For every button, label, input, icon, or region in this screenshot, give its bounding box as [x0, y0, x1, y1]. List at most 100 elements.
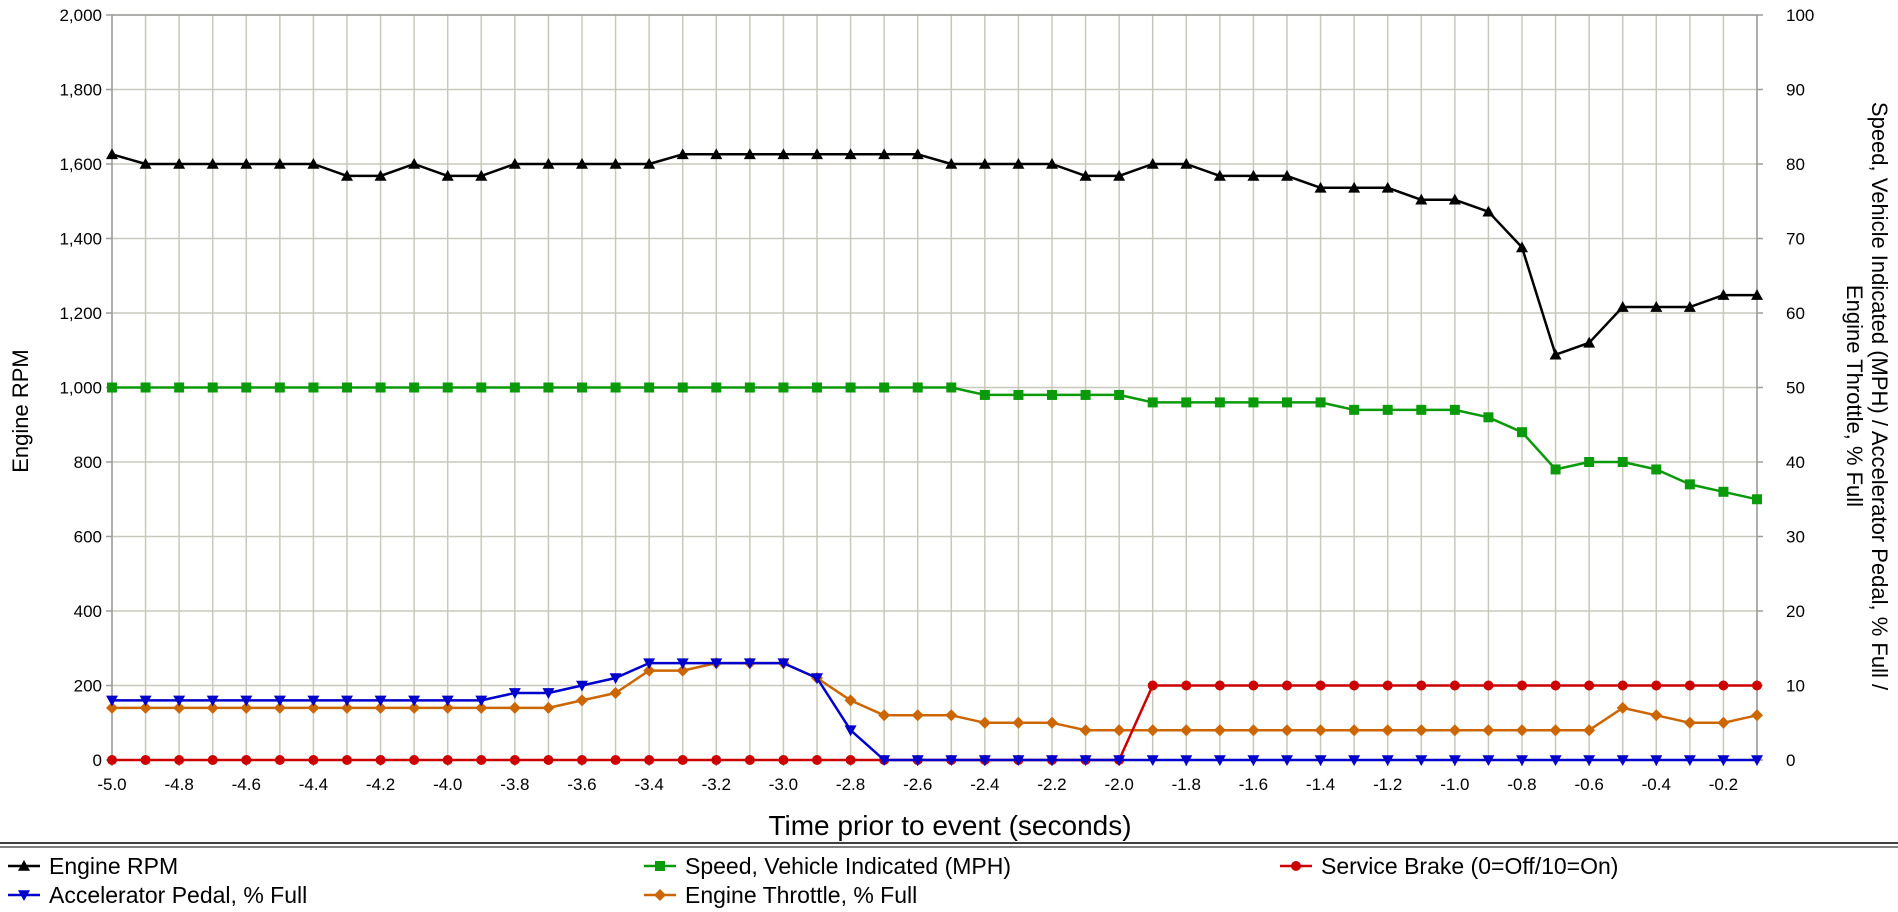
y-right-tick-label: 90 [1786, 81, 1805, 100]
data-point-service-brake-0-off-10-on [1349, 680, 1360, 691]
data-point-service-brake-0-off-10-on [1752, 680, 1762, 691]
data-point-engine-throttle-full [1247, 724, 1260, 737]
series-line-speed-vehicle-indicated-mph [112, 386, 1758, 501]
data-point-service-brake-0-off-10-on [140, 755, 151, 765]
x-tick-label: -4.8 [164, 775, 193, 794]
x-tick-label: -4.4 [299, 775, 328, 794]
left-y-axis: 0 200 400 600 800 1,000 1,200 1,400 1,600 1,800 2,… [59, 6, 112, 770]
y-left-tick-label: 1,800 [59, 81, 102, 100]
data-point-accelerator-pedal-full [710, 658, 723, 670]
x-tick-label: -3.4 [634, 775, 663, 794]
data-point-speed-vehicle-indicated-mph [509, 382, 520, 393]
data-point-accelerator-pedal-full [206, 695, 219, 707]
data-point-engine-throttle-full [273, 701, 286, 714]
data-point-speed-vehicle-indicated-mph [1718, 486, 1729, 497]
data-point-accelerator-pedal-full [508, 688, 521, 699]
data-point-service-brake-0-off-10-on [207, 755, 218, 765]
data-point-engine-rpm [542, 158, 555, 169]
data-point-accelerator-pedal-full [1113, 755, 1126, 766]
data-point-speed-vehicle-indicated-mph [1181, 397, 1192, 408]
data-point-speed-vehicle-indicated-mph [174, 382, 185, 393]
data-point-engine-rpm [206, 158, 219, 169]
data-point-accelerator-pedal-full [1650, 755, 1663, 766]
data-point-engine-rpm [743, 148, 756, 160]
data-point-speed-vehicle-indicated-mph [1382, 404, 1393, 415]
data-point-accelerator-pedal-full [1751, 755, 1763, 766]
legend-marker [18, 860, 30, 871]
data-point-speed-vehicle-indicated-mph [577, 382, 587, 393]
data-point-engine-throttle-full [1348, 724, 1361, 737]
x-tick-label: -2.0 [1104, 775, 1133, 794]
data-point-service-brake-0-off-10-on [644, 755, 655, 765]
data-point-engine-rpm [1616, 301, 1629, 312]
data-point-engine-throttle-full [609, 686, 622, 699]
data-point-service-brake-0-off-10-on [1181, 680, 1192, 691]
data-point-accelerator-pedal-full [475, 695, 488, 707]
data-point-accelerator-pedal-full [1281, 755, 1293, 766]
data-point-speed-vehicle-indicated-mph [1550, 464, 1561, 475]
data-point-engine-rpm [307, 158, 320, 169]
data-point-engine-throttle-full [374, 701, 387, 714]
legend: Engine RPM Speed, Vehicle Indicated (MPH)… [8, 853, 1618, 908]
y-left-tick-label: 2,000 [59, 6, 102, 25]
legend-label: Speed, Vehicle Indicated (MPH) [685, 853, 1011, 879]
data-point-speed-vehicle-indicated-mph [1013, 389, 1024, 400]
series-line-service-brake-0-off-10-on [112, 684, 1757, 762]
x-tick-label: -4.6 [232, 775, 261, 794]
data-point-engine-rpm [1448, 193, 1461, 205]
data-point-service-brake-0-off-10-on [308, 755, 319, 765]
data-point-speed-vehicle-indicated-mph [409, 382, 420, 393]
data-point-accelerator-pedal-full [1046, 755, 1058, 766]
data-point-engine-throttle-full [139, 701, 152, 714]
data-point-engine-rpm [173, 158, 186, 169]
y-axis-left-title: Engine RPM [8, 349, 33, 473]
data-point-service-brake-0-off-10-on [342, 755, 352, 765]
data-point-speed-vehicle-indicated-mph [1080, 389, 1091, 400]
x-tick-label: -4.2 [366, 775, 395, 794]
data-point-service-brake-0-off-10-on [778, 755, 789, 765]
data-point-speed-vehicle-indicated-mph [442, 382, 453, 393]
data-point-service-brake-0-off-10-on [1315, 680, 1326, 691]
x-tick-label: -2.6 [903, 775, 932, 794]
data-point-accelerator-pedal-full [878, 755, 891, 766]
series-engine-throttle-full [106, 657, 1763, 737]
x-tick-label: -0.8 [1507, 775, 1536, 794]
data-point-service-brake-0-off-10-on [274, 755, 285, 765]
x-tick-label: -3.2 [702, 775, 731, 794]
x-tick-label: -2.4 [970, 775, 999, 794]
data-point-engine-rpm [1113, 169, 1126, 181]
data-point-engine-rpm [106, 148, 118, 160]
data-point-engine-throttle-full [945, 709, 958, 722]
x-tick-label: -2.8 [836, 775, 865, 794]
data-point-service-brake-0-off-10-on [610, 755, 621, 765]
data-point-accelerator-pedal-full [542, 688, 555, 699]
legend-marker [18, 890, 30, 901]
data-point-engine-throttle-full [911, 709, 924, 722]
data-point-engine-rpm [878, 148, 891, 160]
data-point-service-brake-0-off-10-on [845, 755, 856, 765]
data-point-engine-throttle-full [978, 716, 991, 729]
data-point-accelerator-pedal-full [978, 755, 991, 766]
data-point-service-brake-0-off-10-on [744, 755, 755, 765]
x-tick-label: -2.2 [1037, 775, 1066, 794]
data-point-engine-rpm [273, 158, 286, 169]
y-left-tick-label: 1,400 [59, 230, 102, 249]
data-point-service-brake-0-off-10-on [1517, 680, 1527, 691]
data-point-speed-vehicle-indicated-mph [140, 382, 151, 393]
data-point-service-brake-0-off-10-on [442, 755, 453, 765]
data-point-accelerator-pedal-full [1348, 755, 1361, 766]
series-engine-rpm [106, 148, 1763, 360]
data-point-engine-rpm [1751, 289, 1763, 300]
data-point-accelerator-pedal-full [1079, 755, 1092, 766]
x-tick-label: -1.4 [1306, 775, 1335, 794]
data-point-speed-vehicle-indicated-mph [375, 382, 386, 393]
data-point-service-brake-0-off-10-on [1449, 680, 1460, 691]
data-point-accelerator-pedal-full [609, 673, 622, 685]
data-point-accelerator-pedal-full [911, 755, 924, 766]
data-point-accelerator-pedal-full [1180, 755, 1193, 766]
data-point-service-brake-0-off-10-on [543, 755, 554, 765]
data-point-accelerator-pedal-full [240, 695, 253, 707]
data-point-engine-rpm [945, 158, 958, 169]
data-point-speed-vehicle-indicated-mph [1517, 427, 1527, 438]
x-tick-label: -5.0 [97, 775, 126, 794]
